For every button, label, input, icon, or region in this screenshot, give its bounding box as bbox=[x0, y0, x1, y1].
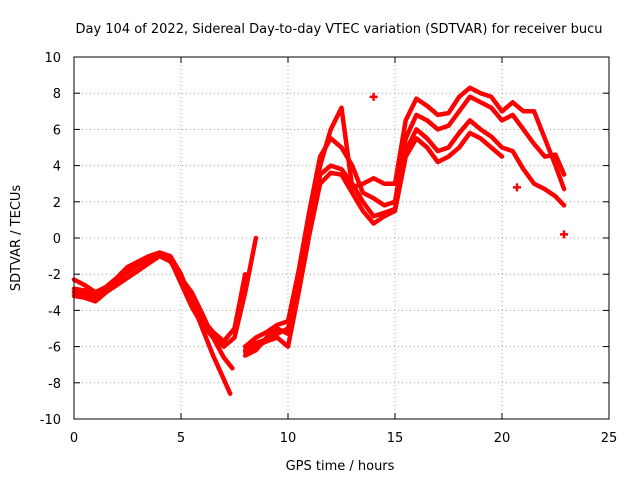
y-tick-label: -8 bbox=[48, 377, 61, 392]
y-tick-label: 8 bbox=[53, 87, 61, 102]
y-tick-label: 2 bbox=[53, 196, 61, 211]
y-tick-label: -6 bbox=[48, 341, 61, 356]
series-track-4 bbox=[71, 253, 248, 344]
tick-labels: 0 5 10 15 20 25 -10 -8 -6 -4 -2 0 2 4 6 8 10 bbox=[40, 51, 618, 446]
series-track-6 bbox=[242, 94, 567, 349]
y-tick-label: 6 bbox=[53, 123, 61, 138]
outlier-point bbox=[369, 92, 378, 101]
series-track-1 bbox=[71, 250, 233, 396]
y-tick-label: -10 bbox=[40, 413, 61, 428]
y-tick-label: -2 bbox=[48, 268, 61, 283]
y-tick-label: 0 bbox=[53, 232, 61, 247]
outlier-point bbox=[512, 183, 521, 192]
x-tick-label: 0 bbox=[70, 431, 78, 446]
x-axis-label: GPS time / hours bbox=[286, 459, 395, 474]
series-track-8 bbox=[242, 130, 505, 355]
y-tick-label: 4 bbox=[53, 160, 61, 175]
chart-title: Day 104 of 2022, Sidereal Day-to-day VTE… bbox=[75, 22, 602, 37]
y-tick-label: 10 bbox=[44, 51, 61, 66]
x-tick-label: 5 bbox=[177, 431, 185, 446]
series-group bbox=[71, 85, 569, 396]
series-track-2 bbox=[71, 253, 235, 371]
x-tick-label: 10 bbox=[280, 431, 297, 446]
outlier-point bbox=[560, 230, 569, 239]
plot-frame bbox=[73, 56, 610, 420]
x-tick-label: 20 bbox=[494, 431, 511, 446]
y-tick-label: -4 bbox=[48, 304, 61, 319]
x-tick-label: 25 bbox=[601, 431, 618, 446]
x-tick-label: 15 bbox=[387, 431, 404, 446]
y-axis-label: SDTVAR / TECUs bbox=[9, 185, 24, 292]
